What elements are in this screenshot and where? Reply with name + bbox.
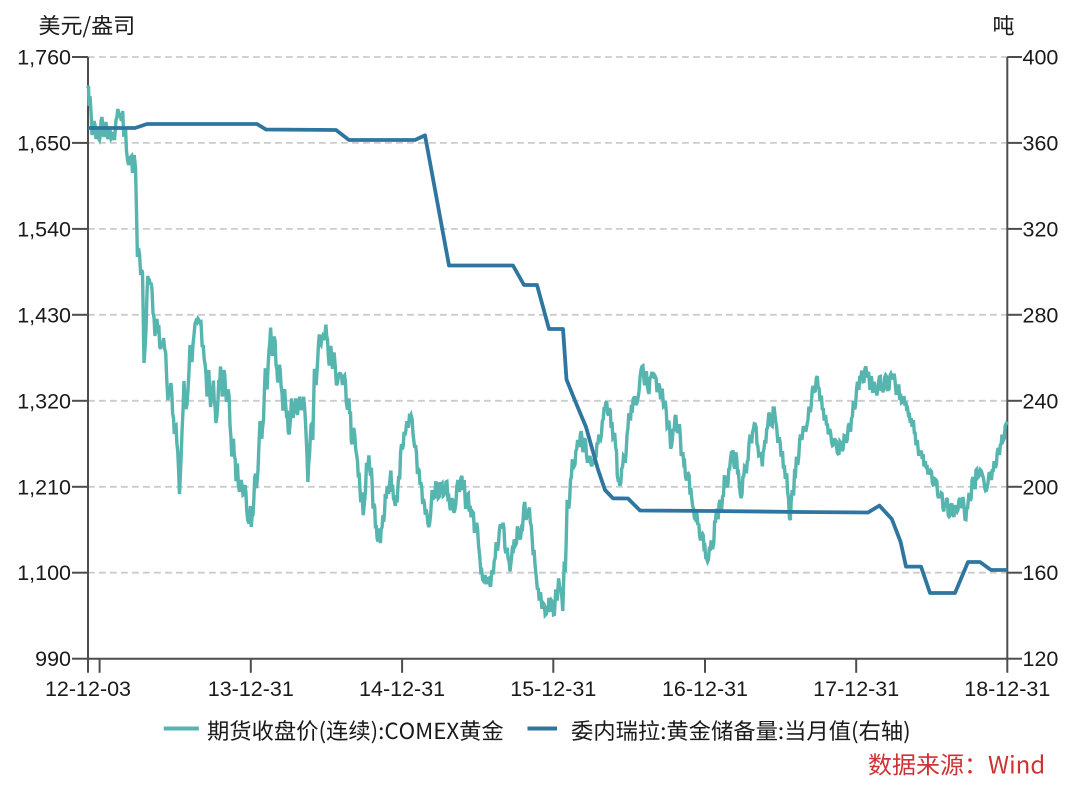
svg-text:17-12-31: 17-12-31 [813,677,899,701]
svg-text:160: 160 [1023,561,1059,585]
svg-text:990: 990 [35,647,71,671]
svg-text:1,650: 1,650 [17,131,71,155]
svg-text:1,540: 1,540 [17,217,71,241]
svg-text:400: 400 [1023,46,1059,70]
svg-text:1,320: 1,320 [17,389,71,413]
svg-text:200: 200 [1023,475,1059,499]
svg-text:360: 360 [1023,131,1059,155]
svg-text:14-12-31: 14-12-31 [359,677,445,701]
svg-text:1,760: 1,760 [17,46,71,70]
svg-text:12-12-03: 12-12-03 [45,677,131,701]
svg-text:1,430: 1,430 [17,303,71,327]
svg-text:15-12-31: 15-12-31 [510,677,596,701]
svg-text:280: 280 [1023,303,1059,327]
svg-text:18-12-31: 18-12-31 [964,677,1050,701]
svg-text:240: 240 [1023,389,1059,413]
svg-text:1,210: 1,210 [17,475,71,499]
svg-text:120: 120 [1023,647,1059,671]
svg-text:16-12-31: 16-12-31 [662,677,748,701]
svg-text:320: 320 [1023,217,1059,241]
svg-text:13-12-31: 13-12-31 [208,677,294,701]
svg-text:1,100: 1,100 [17,561,71,585]
